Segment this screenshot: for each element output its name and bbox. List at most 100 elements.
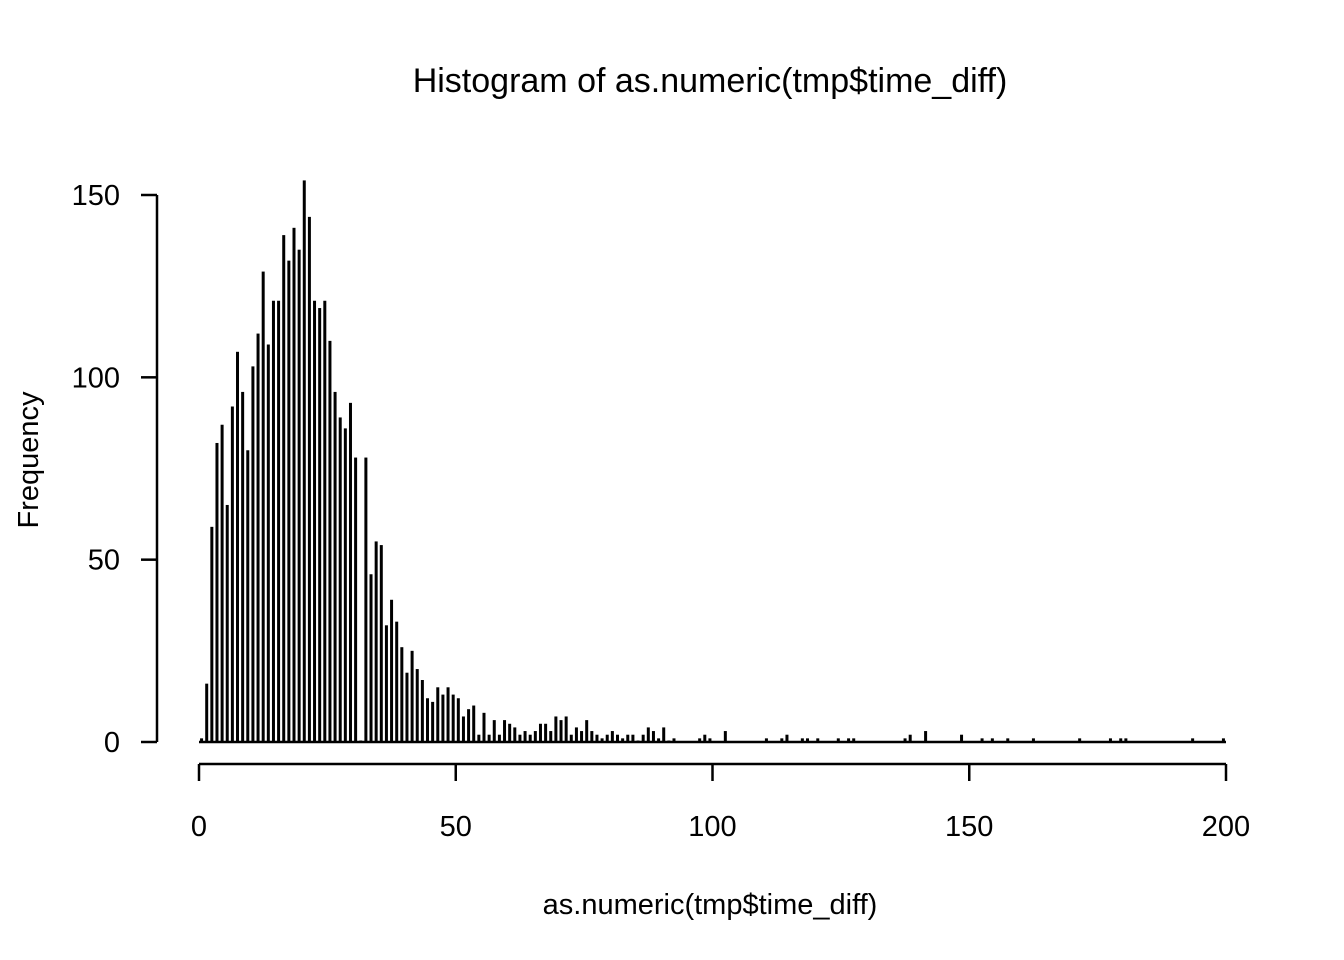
histogram-bar (323, 300, 327, 743)
histogram-bar (723, 731, 727, 743)
histogram-bar (703, 734, 707, 743)
histogram-bar (646, 727, 650, 743)
histogram-bar (220, 424, 224, 743)
histogram-bar (508, 723, 512, 743)
y-tick-label: 0 (104, 727, 120, 759)
histogram-bar (313, 300, 317, 743)
histogram-bar (415, 669, 419, 743)
histogram-bar (1078, 738, 1082, 743)
x-axis-ticks: 0 50 100 150 200 (191, 764, 1250, 843)
histogram-bar (600, 738, 604, 743)
histogram-bar (785, 734, 789, 743)
histogram-bar (230, 406, 234, 743)
histogram-bar (852, 738, 856, 743)
histogram-bar (574, 727, 578, 743)
histogram-bar (395, 621, 399, 743)
histogram-bar (456, 698, 460, 743)
y-axis-ticks: 0 50 100 150 (72, 180, 157, 759)
histogram-bar (1006, 738, 1010, 743)
histogram-bar (477, 734, 481, 743)
histogram-bar (384, 625, 388, 743)
histogram-bar (251, 366, 255, 743)
histogram-bar (580, 731, 584, 743)
histogram-bar (261, 271, 265, 743)
histogram-bar (503, 720, 507, 743)
histogram-bar (559, 720, 563, 743)
histogram-bars (199, 180, 1226, 744)
histogram-bar (585, 720, 589, 743)
histogram-bar (364, 457, 368, 743)
histogram-bar (266, 344, 270, 743)
histogram-bar (338, 417, 342, 743)
histogram-bar (236, 351, 240, 743)
histogram-bar (200, 738, 204, 743)
histogram-bar (256, 333, 260, 743)
histogram-bar (225, 504, 229, 743)
x-tick-label: 50 (440, 811, 472, 843)
histogram-bar (1124, 738, 1128, 743)
y-tick-label: 150 (72, 180, 120, 212)
x-tick-label: 200 (1202, 811, 1250, 843)
histogram-bar (246, 450, 250, 743)
histogram-bar (354, 457, 358, 743)
histogram-bar (924, 731, 928, 743)
histogram-bar (348, 402, 352, 743)
histogram-bar (282, 235, 286, 743)
histogram-bar (302, 180, 306, 743)
y-tick-label: 100 (72, 362, 120, 394)
histogram-bar (1119, 738, 1123, 743)
histogram-bar (390, 599, 394, 743)
histogram-bar (518, 734, 522, 743)
histogram-bar (816, 738, 820, 743)
histogram-bar (513, 727, 517, 743)
x-tick-label: 150 (945, 811, 993, 843)
histogram-bar (903, 738, 907, 743)
histogram-bar (405, 672, 409, 743)
histogram-bar (672, 738, 676, 743)
histogram-bar (492, 720, 496, 743)
histogram-bar (549, 731, 553, 743)
histogram-bar (523, 731, 527, 743)
histogram-bar (980, 738, 984, 743)
histogram-bar (564, 716, 568, 743)
histogram-bar (426, 698, 430, 743)
x-axis-label: as.numeric(tmp$time_diff) (543, 889, 878, 921)
histogram-bar (307, 216, 311, 743)
histogram-bar (472, 705, 476, 743)
histogram-bar (610, 731, 614, 743)
histogram-bar (657, 738, 661, 743)
histogram-bar (595, 734, 599, 743)
histogram-bar (205, 683, 209, 743)
histogram-bar (1108, 738, 1112, 743)
histogram-bar (441, 694, 445, 743)
histogram-bar (379, 545, 383, 743)
histogram-bar (708, 738, 712, 743)
histogram-bar (451, 694, 455, 743)
histogram-bar (800, 738, 804, 743)
histogram-bar (497, 734, 501, 743)
histogram-bar (590, 731, 594, 743)
histogram-bar (990, 738, 994, 743)
histogram-bar (960, 734, 964, 743)
histogram-bar (1031, 738, 1035, 743)
histogram-bar (277, 300, 281, 743)
histogram-bar (333, 391, 337, 743)
histogram-bar (292, 227, 296, 743)
histogram-bar (482, 712, 486, 743)
chart-title: Histogram of as.numeric(tmp$time_diff) (413, 62, 1008, 100)
histogram-bar (420, 680, 424, 743)
y-tick-label: 50 (88, 545, 120, 577)
histogram-bar (297, 249, 301, 743)
histogram-bar (764, 738, 768, 743)
histogram-bar (544, 723, 548, 743)
histogram-bar (369, 574, 373, 743)
histogram-bar (318, 308, 322, 743)
histogram-bar (487, 734, 491, 743)
histogram-bar (328, 340, 332, 743)
histogram-bar (343, 428, 347, 743)
histogram-bar (626, 734, 630, 743)
histogram-bar (554, 716, 558, 743)
histogram-bar (1191, 738, 1195, 743)
histogram-bar (271, 300, 275, 743)
